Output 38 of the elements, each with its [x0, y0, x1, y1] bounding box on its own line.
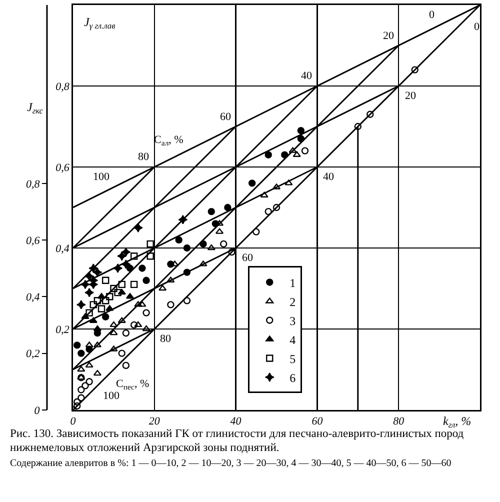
- annotation: 100: [93, 171, 110, 183]
- y-axis-title: J$_{γ гл.лав}$: [84, 15, 116, 31]
- annotation: 0: [474, 21, 480, 33]
- annotation: 100: [103, 390, 120, 402]
- y2-tick-label: 0,2: [26, 348, 40, 360]
- legend-label: 2: [290, 294, 296, 309]
- text: Содержание алевритов в %: 1 — 0—10, 2 — 10—20, 3 — 20—30, 4 — 30—40, 5 — 40—50, 6 — 50—60: [10, 458, 452, 470]
- annotation: 0: [429, 9, 435, 21]
- x-tick-label: 20: [148, 416, 160, 428]
- x-tick-label: 40: [230, 416, 242, 428]
- y2-axis-title: J$_{гкс}$: [27, 100, 44, 116]
- y-tick-label: 0,6: [56, 162, 70, 174]
- text: Рис. 130. Зависимость показаний ГК от глинистости для песчано-алеврито-глинистых пород нижнемеловых отложений Арзгирской зоны поднятий.: [10, 428, 465, 456]
- annotation: 80: [160, 333, 172, 345]
- y-tick-label: 0,2: [56, 324, 70, 336]
- annotation: 40: [301, 70, 312, 82]
- annotation: 20: [405, 90, 416, 102]
- annotation: C$_{пес}$, %: [116, 378, 150, 392]
- x-axis-title: k$_{гл}$, %: [443, 414, 472, 430]
- annotation: 60: [220, 111, 232, 123]
- annotation: 80: [138, 151, 150, 163]
- y2-tick-label: 0,8: [26, 178, 40, 190]
- y2-tick-label: 0,4: [26, 292, 40, 304]
- x-tick-label: 80: [393, 416, 405, 428]
- legend-label: 3: [290, 314, 296, 328]
- legend-label: 6: [290, 370, 296, 385]
- legend-label: 1: [290, 276, 296, 290]
- y-tick-label: 0,4: [56, 242, 70, 255]
- x-tick-label: 0: [70, 416, 76, 428]
- annotation: 20: [383, 30, 394, 42]
- annotation: 40: [323, 171, 334, 183]
- legend-label: 4: [290, 332, 296, 347]
- legend-label: 5: [290, 352, 296, 366]
- y2-tick-label: 0,6: [26, 234, 40, 247]
- x-tick-label: 60: [312, 416, 324, 428]
- annotation: 60: [242, 252, 254, 264]
- y2-tick-label: 0: [34, 404, 40, 417]
- y-tick-label: 0,8: [56, 80, 70, 93]
